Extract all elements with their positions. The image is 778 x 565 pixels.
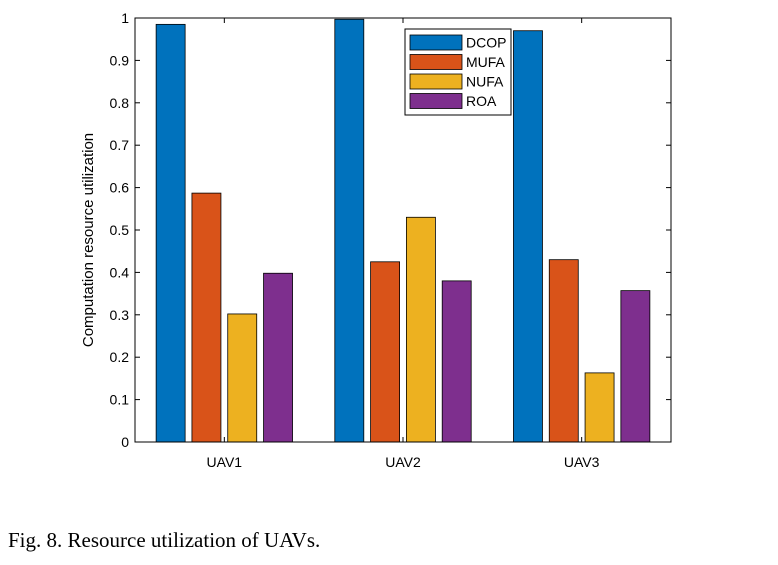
bar-nufa-uav2 [405,216,436,443]
legend-label-dcop: DCOP [466,35,506,51]
y-tick-label: 0 [121,434,129,450]
bar-nufa-uav3 [584,372,615,443]
legend-swatch-nufa [409,73,463,90]
y-tick-label: 0.2 [110,349,130,365]
bars-layer [155,18,651,443]
y-tick-label: 0.7 [110,137,130,153]
legend-swatch-dcop [409,34,463,51]
y-axis: 0 0.1 0.2 0.3 0.4 0.5 0.6 0.7 0.8 0.9 1 [110,10,671,450]
legend-swatch-roa [409,93,463,109]
bar-mufa-uav2 [370,261,401,443]
x-tick-label: UAV1 [207,454,243,470]
y-tick-label: 0.9 [110,52,130,68]
y-tick-label: 0.6 [110,180,130,196]
bar-mufa-uav1 [191,192,222,443]
legend-label-mufa: MUFA [466,54,506,70]
figure-caption: Fig. 8. Resource utilization of UAVs. [8,528,321,552]
legend-label-nufa: NUFA [466,74,504,90]
x-tick-label: UAV2 [385,454,421,470]
bar-roa-uav1 [263,272,293,443]
bar-roa-uav3 [620,290,651,443]
y-axis-label: Computation resource utilization [80,133,97,347]
y-tick-label: 0.8 [110,95,130,111]
y-tick-label: 1 [121,10,129,26]
legend-label-roa: ROA [466,93,497,109]
x-tick-label: UAV3 [564,454,600,470]
bar-dcop-uav1 [155,23,186,443]
y-tick-label: 0.5 [110,222,130,238]
legend-swatch-mufa [409,54,463,70]
bar-nufa-uav1 [227,313,258,443]
legend: DCOP MUFA NUFA ROA [404,28,512,116]
y-tick-label: 0.3 [110,307,130,323]
bar-roa-uav2 [441,280,472,443]
bar-chart: 00.10.20.30.40.50.60.70.80.91 UAV1 UAV2 UA… [80,10,672,470]
bar-dcop-uav3 [513,30,543,443]
bar-mufa-uav3 [548,259,579,443]
x-axis: UAV1 UAV2 UAV3 [207,18,600,470]
bar-dcop-uav2 [334,18,365,443]
y-tick-label: 0.4 [110,264,130,280]
y-tick-label: 0.1 [110,392,130,408]
